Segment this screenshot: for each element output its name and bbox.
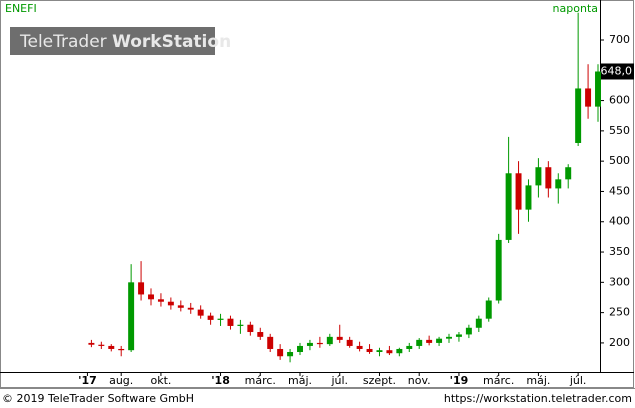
y-tick-label: 400 <box>609 215 630 228</box>
candle-body <box>207 315 214 320</box>
y-tick-label: 700 <box>609 33 630 46</box>
x-tick-label: júl. <box>330 374 348 387</box>
watermark: TeleTrader WorkStation <box>19 32 231 52</box>
candle-body <box>555 179 562 189</box>
candle-body <box>565 167 572 180</box>
candle-body <box>287 352 294 357</box>
watermark-box <box>10 27 215 55</box>
x-tick-label: szept. <box>363 374 396 387</box>
footer-left: © 2019 TeleTrader Software GmbH <box>2 392 194 405</box>
candle-body <box>426 339 433 343</box>
candle-body <box>316 342 323 345</box>
x-tick-label: '17 <box>78 374 97 387</box>
y-tick-label: 300 <box>609 275 630 288</box>
candle-body <box>406 345 413 349</box>
candle-body <box>386 350 393 354</box>
x-tick-label: '18 <box>211 374 230 387</box>
candle-body <box>465 327 472 335</box>
x-tick-label: aug. <box>109 374 133 387</box>
x-tick-label: márc. <box>483 374 514 387</box>
candle-body <box>128 282 135 351</box>
candle-body <box>495 239 502 301</box>
x-tick-label: '19 <box>450 374 469 387</box>
last-price-box <box>601 63 634 80</box>
candle-body <box>217 318 224 320</box>
candle-body <box>485 300 492 319</box>
candle-body <box>436 338 443 343</box>
x-tick-label: júl. <box>569 374 587 387</box>
candle-body <box>446 336 452 339</box>
candle-body <box>396 348 403 354</box>
footer-right: https://workstation.teletrader.com <box>444 392 632 405</box>
candle-body <box>118 348 125 351</box>
candle-body <box>326 336 333 345</box>
candle-body <box>148 294 154 300</box>
candle-body <box>108 345 115 349</box>
chart-title: ENEFI <box>5 2 37 15</box>
candle-body <box>157 299 164 302</box>
candle-body <box>257 332 264 337</box>
candle-body <box>227 318 234 326</box>
candle-body <box>455 334 462 337</box>
candle-body <box>535 167 542 186</box>
x-tick-label: márc. <box>245 374 276 387</box>
y-tick-label: 250 <box>609 306 630 319</box>
y-tick-label: 500 <box>609 154 630 167</box>
y-tick-label: 550 <box>609 124 630 137</box>
chart-subtitle: naponta <box>553 2 598 15</box>
candle-body <box>515 173 522 210</box>
x-tick-label: máj. <box>526 374 550 387</box>
candle-body <box>297 345 303 353</box>
y-tick-label: 350 <box>609 245 630 258</box>
candle-body <box>247 324 254 333</box>
candle-body <box>595 71 601 107</box>
candle-body <box>366 348 373 353</box>
candle-body <box>277 348 284 357</box>
candle-body <box>356 345 363 349</box>
candle-body <box>98 344 105 346</box>
candle-body <box>346 339 353 346</box>
x-tick-label: máj. <box>288 374 312 387</box>
candle-body <box>237 324 244 326</box>
x-tick-label: okt. <box>150 374 171 387</box>
y-tick-label: 600 <box>609 94 630 107</box>
candle-body <box>177 305 184 308</box>
candle-body <box>545 167 552 189</box>
candle-body <box>585 88 592 107</box>
last-price-label: 648,0 <box>601 64 633 77</box>
candle-body <box>575 88 582 143</box>
candle-body <box>525 185 532 210</box>
y-tick-label: 200 <box>609 336 630 349</box>
candle-body <box>197 309 204 316</box>
candle-body <box>505 173 512 240</box>
candle-body <box>416 339 423 346</box>
candle-body <box>376 350 383 353</box>
candle-body <box>187 307 194 310</box>
candle-body <box>88 342 95 345</box>
candle-body <box>167 301 174 306</box>
candle-body <box>475 318 482 328</box>
candle-body <box>138 282 145 295</box>
x-tick-label: nov. <box>408 374 431 387</box>
candle-body <box>306 342 313 346</box>
y-tick-label: 450 <box>609 184 630 197</box>
candle-body <box>336 336 343 340</box>
candle-body <box>267 336 274 349</box>
